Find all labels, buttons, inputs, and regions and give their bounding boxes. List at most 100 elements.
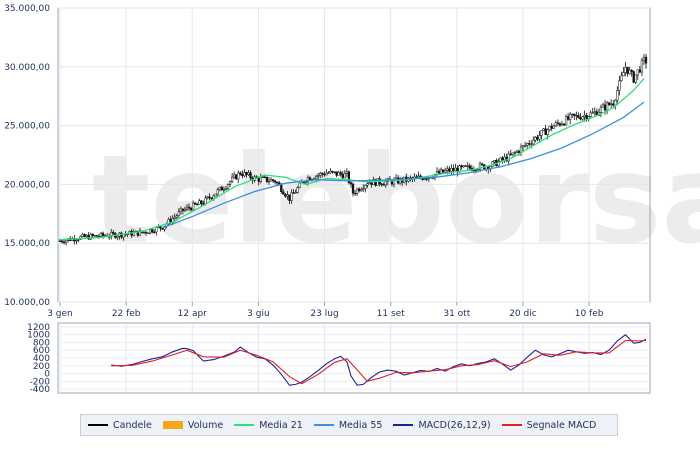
candle-body — [233, 174, 236, 178]
x-tick: 31 ott — [443, 309, 470, 319]
candle-body — [62, 241, 66, 244]
macd-y-tick: -200 — [30, 377, 51, 387]
macd-lines — [111, 333, 647, 386]
candle-body — [202, 203, 205, 205]
candle-body — [357, 188, 361, 192]
candle-body — [235, 174, 238, 180]
candle-body — [556, 122, 560, 124]
candle-body — [511, 152, 514, 156]
candle-body — [538, 135, 541, 140]
candle-body — [480, 163, 484, 165]
legend-item: Volume — [162, 420, 223, 431]
candle-body — [288, 194, 291, 201]
macd-y-tick: 400 — [33, 354, 50, 364]
candle-body — [294, 192, 297, 194]
candle-body — [503, 156, 506, 161]
candle-body — [230, 176, 234, 182]
candle-body — [353, 192, 357, 195]
legend-swatch — [88, 424, 108, 426]
candle-body — [521, 145, 525, 148]
candle-body — [321, 172, 324, 175]
candle-body — [138, 230, 142, 236]
candle-body — [261, 176, 264, 179]
candle-body — [146, 232, 150, 235]
series-line-macd-26-12-9- — [111, 333, 647, 386]
candle-body — [222, 189, 226, 191]
candle-body — [571, 113, 574, 116]
candle-body — [544, 128, 547, 136]
legend-item: Media 55 — [313, 420, 382, 431]
candle-body — [271, 179, 275, 182]
candle-body — [317, 175, 320, 177]
candle-body — [192, 202, 195, 211]
candle-body — [636, 69, 639, 76]
candle-body — [177, 211, 180, 216]
candle-body — [60, 240, 64, 243]
x-tick: 20 dic — [509, 309, 537, 319]
candle-body — [181, 208, 185, 211]
macd-y-tick: 800 — [33, 338, 50, 348]
candle-body — [546, 129, 549, 136]
candle-body — [464, 165, 467, 167]
legend-label: Segnale MACD — [526, 419, 597, 431]
candle-body — [442, 169, 445, 173]
legend-label: Media 21 — [259, 419, 303, 431]
candle-body — [323, 173, 326, 176]
candle-body — [153, 231, 156, 234]
x-tick: 12 apr — [178, 309, 208, 319]
candle-body — [620, 75, 623, 81]
candle-body — [339, 172, 342, 175]
candle-body — [206, 196, 209, 199]
candle-body — [532, 139, 535, 145]
candle-body — [91, 234, 94, 237]
candle-body — [382, 184, 385, 186]
candle-body — [269, 179, 273, 182]
candle-body — [448, 168, 451, 172]
candle-body — [112, 232, 115, 234]
candle-body — [360, 189, 363, 192]
candle-body — [622, 72, 625, 77]
candle-body — [564, 116, 568, 126]
candle-body — [478, 163, 482, 170]
candle-body — [626, 66, 629, 74]
candle-body — [513, 152, 517, 154]
candle-body — [593, 111, 596, 113]
watermark: teleborsa — [92, 129, 700, 271]
candle-body — [634, 74, 637, 83]
candle-body — [380, 183, 383, 185]
price-y-tick: 30.000,00 — [4, 63, 50, 73]
candle-body — [384, 181, 387, 186]
candle-body — [81, 234, 84, 237]
candle-body — [179, 208, 183, 213]
x-tick: 22 feb — [112, 309, 141, 319]
price-y-tick: 35.000,00 — [4, 4, 50, 14]
candle-body — [210, 197, 213, 200]
candle-body — [499, 157, 502, 162]
candle-body — [562, 123, 566, 126]
candle-body — [640, 59, 644, 73]
candle-body — [239, 172, 242, 175]
candle-body — [341, 174, 344, 179]
candle-body — [304, 181, 308, 184]
candle-body — [439, 169, 443, 174]
candle-body — [569, 114, 572, 120]
series-line-segnale-macd — [111, 339, 647, 385]
candle-body — [507, 153, 510, 162]
macd-y-tick: -400 — [30, 385, 51, 395]
candle-body — [173, 216, 176, 219]
macd-y-tick: 200 — [33, 362, 50, 372]
candle-body — [581, 116, 584, 120]
candle-body — [536, 136, 539, 140]
candle-body — [249, 172, 252, 179]
candle-body — [460, 165, 463, 168]
candle-body — [493, 160, 496, 163]
candle-body — [116, 235, 119, 238]
candle-body — [468, 165, 471, 169]
candle-body — [454, 167, 457, 171]
candle-body — [351, 183, 355, 194]
candle-body — [243, 172, 246, 177]
candle-body — [452, 168, 455, 171]
candle-body — [624, 66, 627, 73]
candle-body — [329, 170, 332, 174]
